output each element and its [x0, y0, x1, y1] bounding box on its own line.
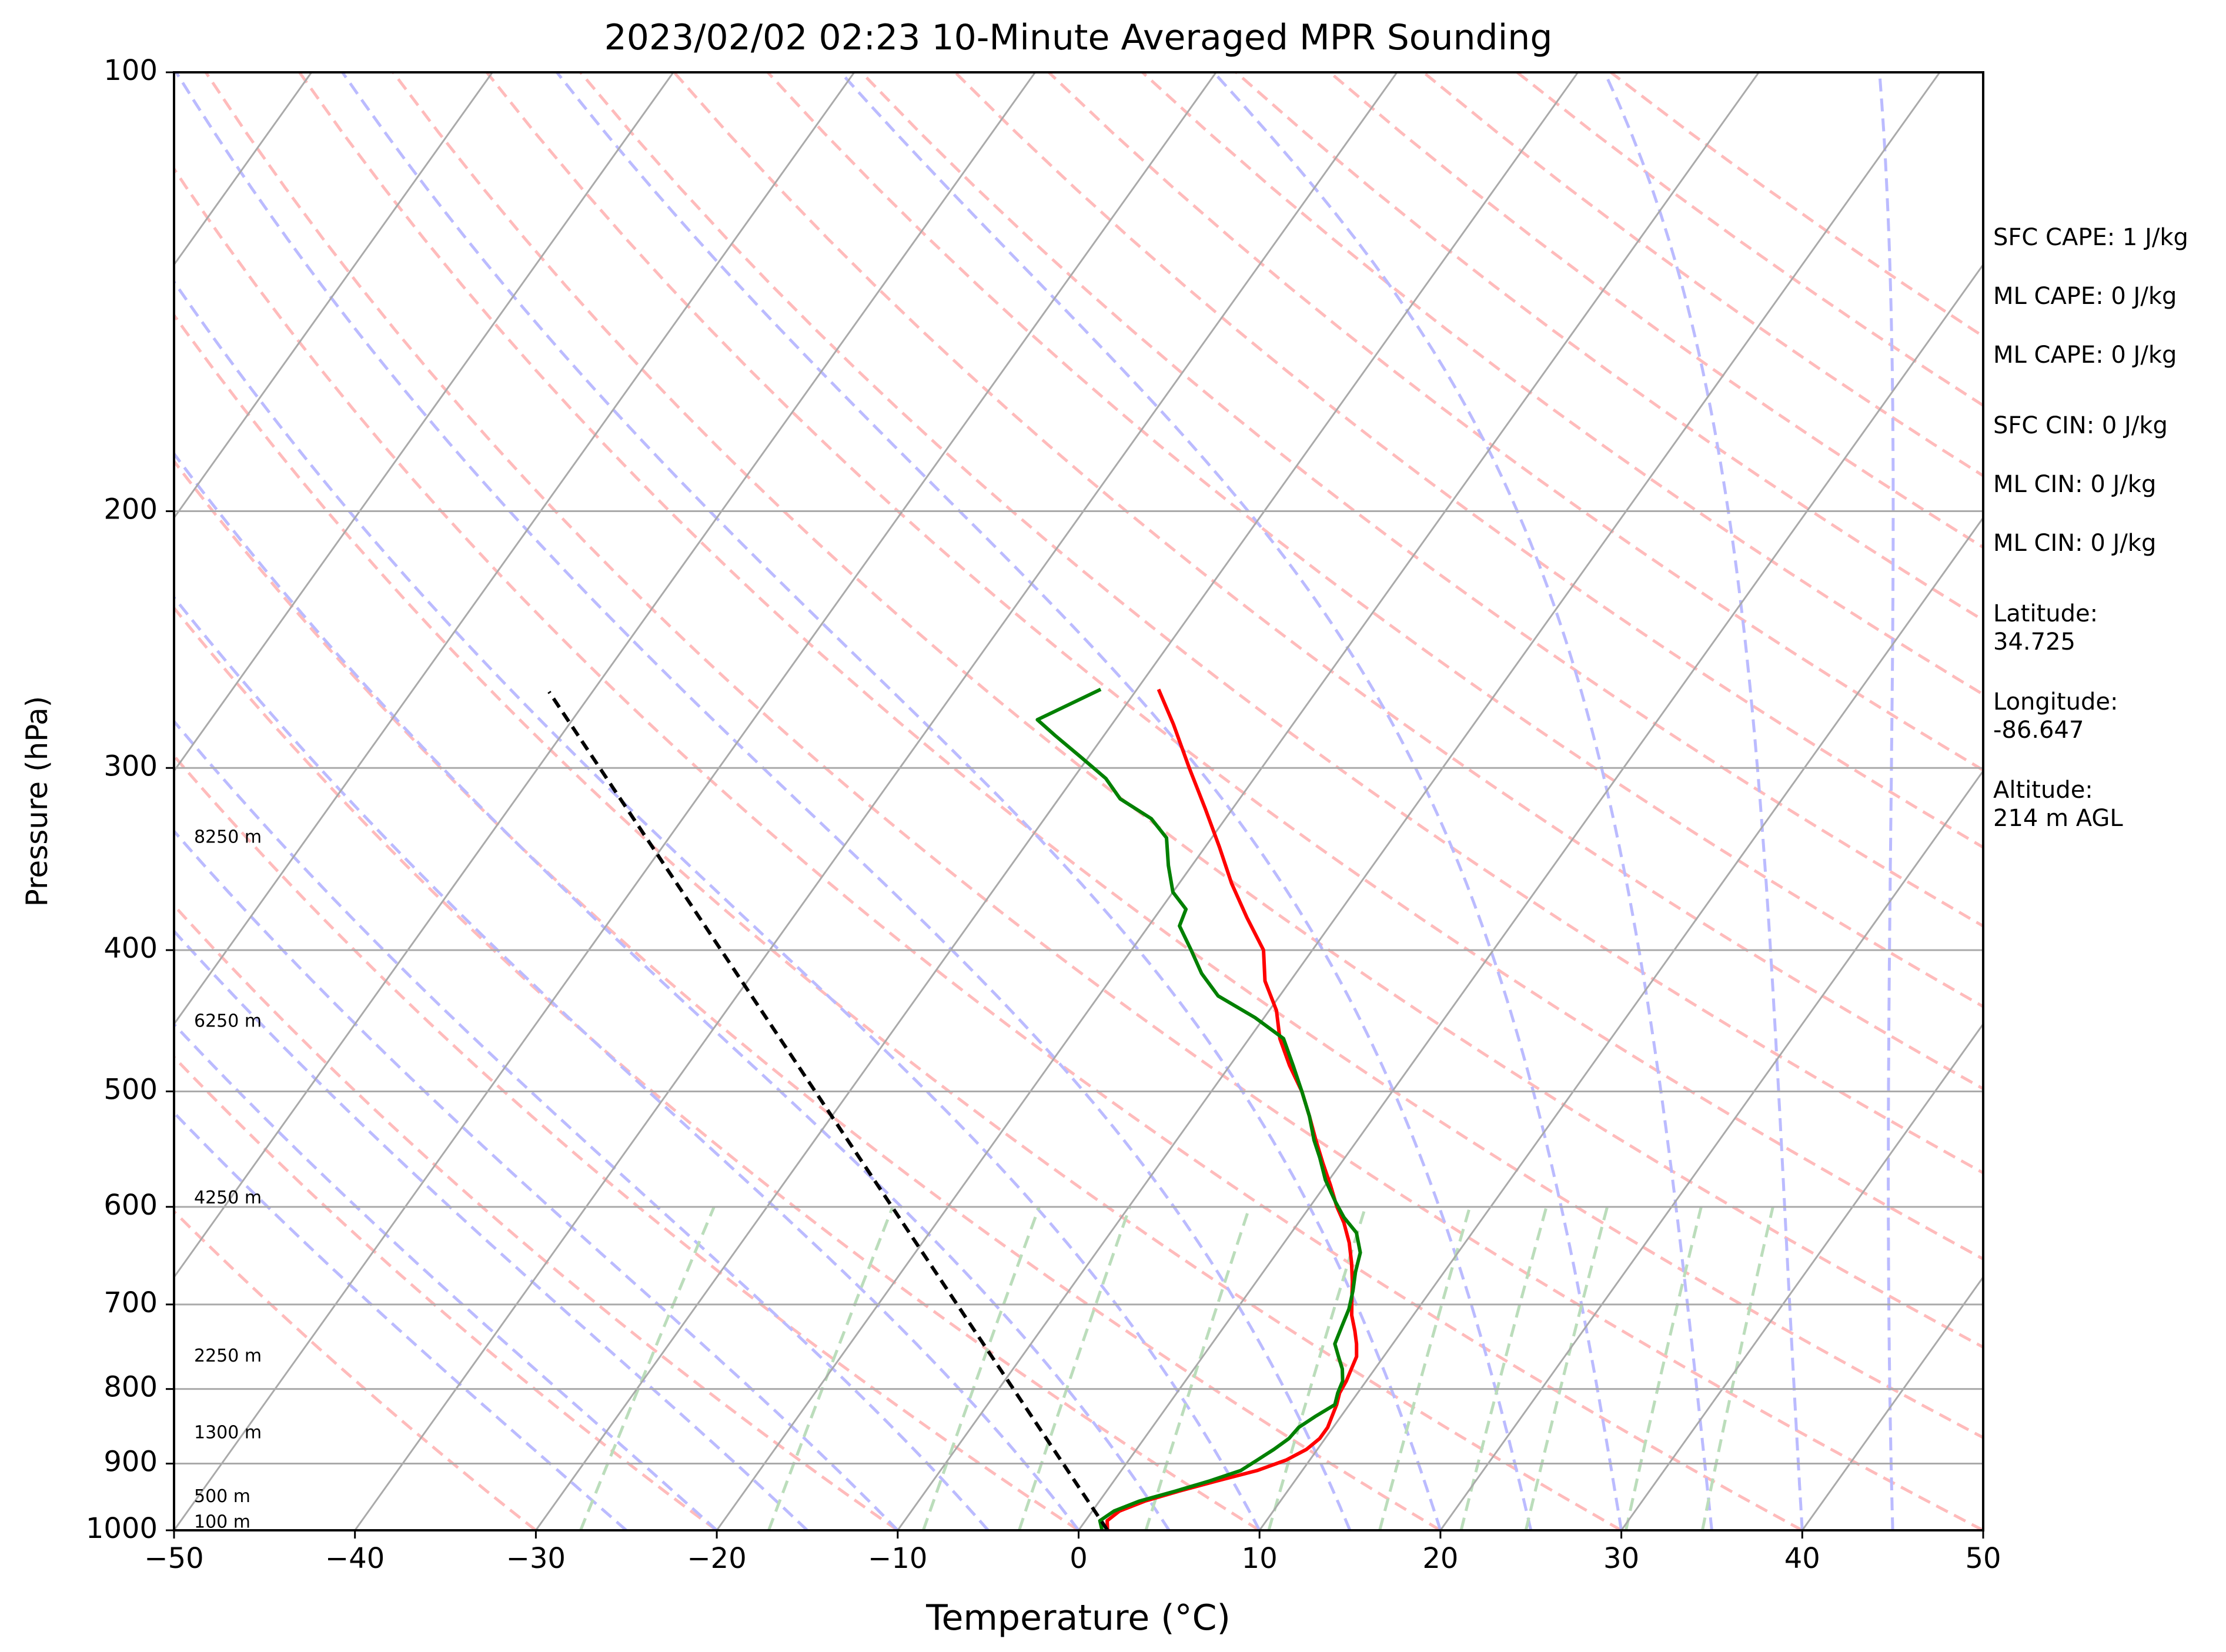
x-tick-label: −40	[325, 1542, 385, 1575]
moist-adiabat	[175, 72, 1352, 1530]
dry-adiabat	[1047, 72, 1983, 772]
isotherm	[1439, 769, 1983, 1530]
height-label: 1300 m	[194, 1423, 262, 1443]
moist-adiabat	[174, 719, 990, 1530]
moist-adiabat	[1212, 72, 1713, 1530]
x-tick-label: −30	[506, 1542, 566, 1575]
height-label: 100 m	[194, 1511, 250, 1532]
x-tick-label: 50	[1965, 1542, 2001, 1575]
dry-adiabat	[298, 72, 1983, 1440]
moist-adiabat	[341, 72, 1442, 1530]
x-tick-label: 0	[1069, 1542, 1088, 1575]
dry-adiabat	[174, 459, 1442, 1530]
sounding-parameter: Altitude: 214 m AGL	[1993, 777, 2123, 832]
dry-adiabat	[766, 72, 1983, 1008]
height-label: 500 m	[194, 1486, 250, 1507]
dry-adiabat	[174, 1055, 718, 1530]
sounding-parameter: ML CIN: 0 J/kg	[1993, 530, 2157, 557]
mixing-ratio-line	[579, 1206, 716, 1530]
moist-adiabat	[174, 595, 1080, 1530]
x-tick-label: 10	[1242, 1542, 1278, 1575]
axes: −50 −40 −30 −20 −10 0 10 20 30 40 50 100 200 300 400 50…	[86, 54, 2001, 1575]
isotherm	[354, 72, 1398, 1530]
series-line-2	[547, 691, 1109, 1530]
sounding-parameter: Longitude: -86.647	[1993, 688, 2118, 744]
y-tick-label: 300	[103, 750, 158, 782]
moist-adiabat	[839, 72, 1623, 1530]
moist-adiabat	[1878, 72, 1895, 1530]
isotherm	[174, 72, 1217, 1530]
dry-adiabat	[174, 312, 1622, 1530]
height-label: 6250 m	[194, 1011, 262, 1032]
y-tick-label: 1000	[86, 1512, 158, 1545]
dry-adiabat	[174, 903, 899, 1530]
height-labels: 100 m 500 m 1300 m 2250 m 4250 m 6250 m 8250 m	[194, 827, 262, 1533]
dry-adiabat	[954, 72, 1983, 850]
sounding-parameter: ML CAPE: 0 J/kg	[1993, 283, 2177, 310]
x-tick-label: −10	[868, 1542, 927, 1575]
plot-frame	[173, 71, 1984, 1531]
isotherm	[174, 72, 855, 1026]
isotherm	[174, 72, 493, 520]
dry-adiabat	[174, 606, 1261, 1530]
moist-adiabat	[556, 72, 1533, 1530]
dry-adiabat	[174, 753, 1079, 1530]
x-axis-label: Temperature (°C)	[925, 1597, 1231, 1638]
series-line-1	[1035, 687, 1362, 1530]
moist-adiabat	[174, 1022, 718, 1530]
moist-adiabat	[174, 829, 899, 1530]
dry-adiabat	[579, 72, 1983, 1175]
y-tick-label: 200	[103, 493, 158, 526]
isotherm	[897, 72, 1941, 1530]
sounding-parameter: SFC CIN: 0 J/kg	[1993, 412, 2168, 439]
isotherm	[716, 72, 1760, 1530]
isotherm	[1620, 1022, 1983, 1530]
height-label: 2250 m	[194, 1346, 262, 1366]
isotherm	[535, 72, 1579, 1530]
x-tick-label: −20	[687, 1542, 746, 1575]
y-tick-label: 900	[103, 1446, 158, 1479]
isotherm	[1078, 263, 1983, 1530]
dry-adiabat	[204, 72, 1983, 1530]
moist-adiabat	[1603, 72, 1804, 1530]
y-tick-label: 800	[103, 1371, 158, 1404]
dry-adiabat	[174, 1209, 537, 1530]
pressure-gridlines	[174, 72, 1983, 1530]
x-tick-label: 20	[1422, 1542, 1458, 1575]
x-tick-label: 40	[1784, 1542, 1820, 1575]
dry-adiabat	[485, 72, 1983, 1261]
dry-adiabat	[174, 166, 1803, 1530]
sounding-parameter: ML CAPE: 0 J/kg	[1993, 342, 2177, 369]
sounding-parameter: ML CIN: 0 J/kg	[1993, 471, 2157, 498]
y-axis-label: Pressure (hPa)	[20, 696, 54, 907]
x-tick-label: −50	[144, 1542, 203, 1575]
x-tick-label: 30	[1603, 1542, 1639, 1575]
moist-adiabat	[174, 1111, 627, 1530]
y-tick-label: 500	[103, 1073, 158, 1106]
chart-title: 2023/02/02 02:23 10-Minute Averaged MPR …	[604, 17, 1553, 58]
sounding-parameter: Latitude: 34.725	[1993, 600, 2098, 656]
moist-adiabat	[174, 279, 1261, 1530]
y-tick-label: 700	[103, 1286, 158, 1319]
profile-series	[547, 687, 1362, 1530]
y-tick-label: 100	[103, 54, 158, 87]
isotherm	[1801, 1275, 1983, 1530]
sounding-parameter: SFC CAPE: 1 J/kg	[1993, 224, 2188, 251]
isotherm	[1258, 516, 1983, 1530]
isotherm	[174, 72, 674, 773]
height-label: 8250 m	[194, 827, 262, 848]
height-label: 4250 m	[194, 1188, 262, 1208]
reference-lines	[174, 72, 1983, 1530]
dry-adiabat	[392, 72, 1983, 1349]
moist-adiabat	[174, 929, 808, 1530]
moist-adiabat	[174, 451, 1171, 1530]
y-tick-label: 600	[103, 1189, 158, 1222]
y-tick-label: 400	[103, 932, 158, 965]
series-line-0	[1105, 688, 1359, 1530]
isotherm	[174, 72, 1036, 1279]
mixing-ratio-line	[1459, 1206, 1548, 1530]
